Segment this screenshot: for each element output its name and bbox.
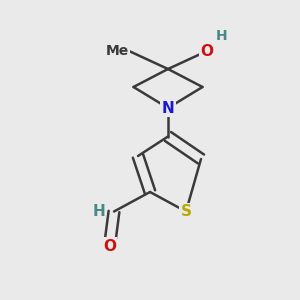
Text: Me: Me: [106, 44, 129, 58]
Text: S: S: [181, 204, 191, 219]
Text: H: H: [92, 204, 105, 219]
Text: H: H: [216, 29, 228, 43]
Text: N: N: [162, 100, 174, 116]
Text: O: O: [200, 44, 214, 59]
Text: O: O: [103, 238, 116, 253]
